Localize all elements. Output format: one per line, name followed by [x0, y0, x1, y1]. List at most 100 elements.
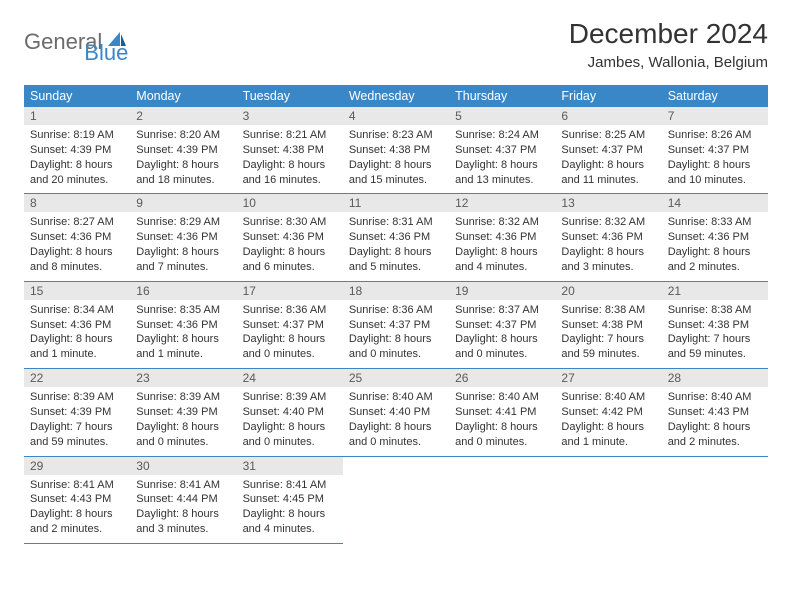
- daylight-line: Daylight: 8 hours and 16 minutes.: [243, 158, 337, 188]
- sunset-line: Sunset: 4:38 PM: [243, 143, 337, 158]
- daylight-line: Daylight: 8 hours and 4 minutes.: [455, 245, 549, 275]
- sunset-line: Sunset: 4:36 PM: [136, 230, 230, 245]
- sunset-line: Sunset: 4:37 PM: [561, 143, 655, 158]
- info-row: Sunrise: 8:41 AMSunset: 4:43 PMDaylight:…: [24, 475, 768, 544]
- sunrise-line: Sunrise: 8:30 AM: [243, 215, 337, 230]
- daylight-line: Daylight: 7 hours and 59 minutes.: [30, 420, 124, 450]
- daylight-line: Daylight: 8 hours and 1 minute.: [136, 332, 230, 362]
- title-block: December 2024 Jambes, Wallonia, Belgium: [569, 18, 768, 71]
- day-number-cell: 11: [343, 194, 449, 213]
- day-number-cell: 31: [237, 456, 343, 475]
- day-info-cell: Sunrise: 8:41 AMSunset: 4:44 PMDaylight:…: [130, 475, 236, 544]
- sunset-line: Sunset: 4:36 PM: [243, 230, 337, 245]
- sunset-line: Sunset: 4:39 PM: [30, 405, 124, 420]
- day-number-cell: 30: [130, 456, 236, 475]
- sunrise-line: Sunrise: 8:40 AM: [455, 390, 549, 405]
- daylight-line: Daylight: 8 hours and 0 minutes.: [455, 420, 549, 450]
- day-info-cell: Sunrise: 8:31 AMSunset: 4:36 PMDaylight:…: [343, 212, 449, 281]
- daylight-line: Daylight: 8 hours and 20 minutes.: [30, 158, 124, 188]
- sunset-line: Sunset: 4:44 PM: [136, 492, 230, 507]
- day-number-cell: 16: [130, 281, 236, 300]
- sunrise-line: Sunrise: 8:25 AM: [561, 128, 655, 143]
- daylight-line: Daylight: 8 hours and 11 minutes.: [561, 158, 655, 188]
- day-info-cell: Sunrise: 8:23 AMSunset: 4:38 PMDaylight:…: [343, 125, 449, 194]
- sunrise-line: Sunrise: 8:40 AM: [349, 390, 443, 405]
- day-info-cell: Sunrise: 8:30 AMSunset: 4:36 PMDaylight:…: [237, 212, 343, 281]
- day-info-cell: Sunrise: 8:37 AMSunset: 4:37 PMDaylight:…: [449, 300, 555, 369]
- sunrise-line: Sunrise: 8:32 AM: [561, 215, 655, 230]
- day-number-cell: 24: [237, 369, 343, 388]
- sunset-line: Sunset: 4:38 PM: [668, 318, 762, 333]
- day-info-cell: Sunrise: 8:25 AMSunset: 4:37 PMDaylight:…: [555, 125, 661, 194]
- sunset-line: Sunset: 4:36 PM: [136, 318, 230, 333]
- day-info-cell: Sunrise: 8:29 AMSunset: 4:36 PMDaylight:…: [130, 212, 236, 281]
- daylight-line: Daylight: 8 hours and 2 minutes.: [668, 245, 762, 275]
- sunrise-line: Sunrise: 8:37 AM: [455, 303, 549, 318]
- daylight-line: Daylight: 8 hours and 15 minutes.: [349, 158, 443, 188]
- daylight-line: Daylight: 8 hours and 0 minutes.: [455, 332, 549, 362]
- sunrise-line: Sunrise: 8:27 AM: [30, 215, 124, 230]
- sunset-line: Sunset: 4:43 PM: [30, 492, 124, 507]
- daylight-line: Daylight: 8 hours and 0 minutes.: [349, 420, 443, 450]
- month-title: December 2024: [569, 18, 768, 50]
- sunset-line: Sunset: 4:36 PM: [349, 230, 443, 245]
- day-info-cell: Sunrise: 8:19 AMSunset: 4:39 PMDaylight:…: [24, 125, 130, 194]
- daylight-line: Daylight: 8 hours and 0 minutes.: [349, 332, 443, 362]
- weekday-header: Thursday: [449, 85, 555, 107]
- day-info-cell: Sunrise: 8:41 AMSunset: 4:45 PMDaylight:…: [237, 475, 343, 544]
- sunset-line: Sunset: 4:43 PM: [668, 405, 762, 420]
- day-number-cell: 25: [343, 369, 449, 388]
- day-info-cell: Sunrise: 8:27 AMSunset: 4:36 PMDaylight:…: [24, 212, 130, 281]
- sunset-line: Sunset: 4:38 PM: [349, 143, 443, 158]
- sunrise-line: Sunrise: 8:34 AM: [30, 303, 124, 318]
- day-info-cell: Sunrise: 8:39 AMSunset: 4:40 PMDaylight:…: [237, 387, 343, 456]
- sunrise-line: Sunrise: 8:38 AM: [561, 303, 655, 318]
- sunset-line: Sunset: 4:36 PM: [668, 230, 762, 245]
- weekday-header-row: Sunday Monday Tuesday Wednesday Thursday…: [24, 85, 768, 107]
- day-info-cell: Sunrise: 8:32 AMSunset: 4:36 PMDaylight:…: [449, 212, 555, 281]
- day-info-cell: Sunrise: 8:26 AMSunset: 4:37 PMDaylight:…: [662, 125, 768, 194]
- day-number-cell: 27: [555, 369, 661, 388]
- daynum-row: 15161718192021: [24, 281, 768, 300]
- day-number-cell: 3: [237, 107, 343, 125]
- day-info-cell: [343, 475, 449, 544]
- daylight-line: Daylight: 8 hours and 10 minutes.: [668, 158, 762, 188]
- weekday-header: Tuesday: [237, 85, 343, 107]
- sunrise-line: Sunrise: 8:21 AM: [243, 128, 337, 143]
- sunset-line: Sunset: 4:39 PM: [30, 143, 124, 158]
- info-row: Sunrise: 8:19 AMSunset: 4:39 PMDaylight:…: [24, 125, 768, 194]
- daylight-line: Daylight: 8 hours and 3 minutes.: [561, 245, 655, 275]
- sunset-line: Sunset: 4:40 PM: [243, 405, 337, 420]
- day-info-cell: Sunrise: 8:21 AMSunset: 4:38 PMDaylight:…: [237, 125, 343, 194]
- sunrise-line: Sunrise: 8:39 AM: [30, 390, 124, 405]
- sunrise-line: Sunrise: 8:20 AM: [136, 128, 230, 143]
- daylight-line: Daylight: 8 hours and 8 minutes.: [30, 245, 124, 275]
- sunrise-line: Sunrise: 8:23 AM: [349, 128, 443, 143]
- daynum-row: 891011121314: [24, 194, 768, 213]
- sunset-line: Sunset: 4:37 PM: [455, 143, 549, 158]
- sunset-line: Sunset: 4:36 PM: [30, 230, 124, 245]
- day-info-cell: Sunrise: 8:36 AMSunset: 4:37 PMDaylight:…: [343, 300, 449, 369]
- weekday-header: Wednesday: [343, 85, 449, 107]
- location: Jambes, Wallonia, Belgium: [569, 54, 768, 71]
- daylight-line: Daylight: 8 hours and 0 minutes.: [243, 420, 337, 450]
- daylight-line: Daylight: 8 hours and 6 minutes.: [243, 245, 337, 275]
- daylight-line: Daylight: 8 hours and 1 minute.: [561, 420, 655, 450]
- daylight-line: Daylight: 8 hours and 1 minute.: [30, 332, 124, 362]
- day-info-cell: Sunrise: 8:35 AMSunset: 4:36 PMDaylight:…: [130, 300, 236, 369]
- day-number-cell: 9: [130, 194, 236, 213]
- day-info-cell: Sunrise: 8:33 AMSunset: 4:36 PMDaylight:…: [662, 212, 768, 281]
- weekday-header: Sunday: [24, 85, 130, 107]
- daynum-row: 1234567: [24, 107, 768, 125]
- daylight-line: Daylight: 8 hours and 2 minutes.: [668, 420, 762, 450]
- info-row: Sunrise: 8:34 AMSunset: 4:36 PMDaylight:…: [24, 300, 768, 369]
- sunset-line: Sunset: 4:40 PM: [349, 405, 443, 420]
- day-number-cell: [555, 456, 661, 475]
- sunrise-line: Sunrise: 8:40 AM: [668, 390, 762, 405]
- day-number-cell: 6: [555, 107, 661, 125]
- day-info-cell: Sunrise: 8:32 AMSunset: 4:36 PMDaylight:…: [555, 212, 661, 281]
- daylight-line: Daylight: 8 hours and 0 minutes.: [136, 420, 230, 450]
- sunset-line: Sunset: 4:41 PM: [455, 405, 549, 420]
- daylight-line: Daylight: 8 hours and 3 minutes.: [136, 507, 230, 537]
- day-info-cell: Sunrise: 8:39 AMSunset: 4:39 PMDaylight:…: [24, 387, 130, 456]
